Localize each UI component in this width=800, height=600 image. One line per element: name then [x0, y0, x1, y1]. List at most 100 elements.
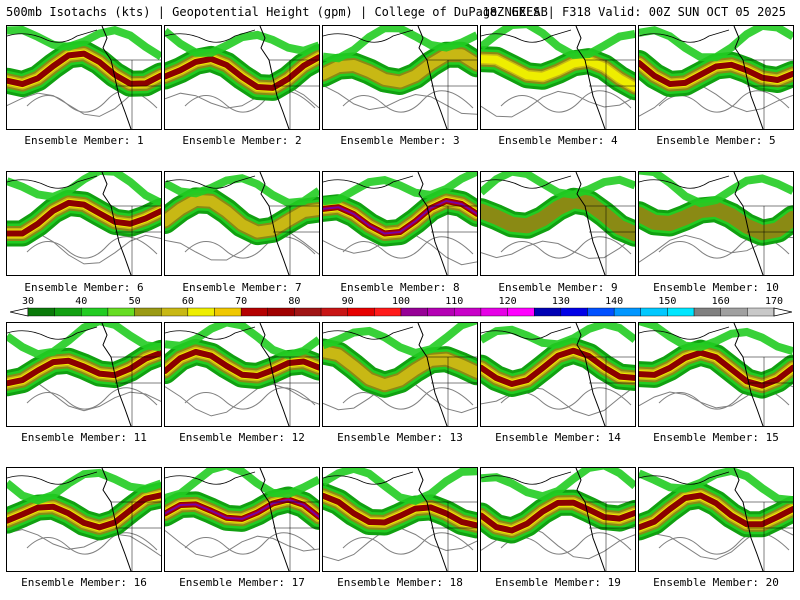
coastline: [101, 468, 132, 571]
ensemble-member-label: Ensemble Member: 11: [21, 431, 147, 444]
ensemble-member-label: Ensemble Member: 8: [340, 281, 460, 294]
colorbar-swatch: [747, 307, 775, 317]
ensemble-member-map: [164, 322, 320, 427]
isotach-colorbar: [10, 307, 792, 317]
height-contour: [342, 90, 474, 113]
state-border: [589, 357, 635, 426]
ensemble-member-label: Ensemble Member: 16: [21, 576, 147, 589]
coastline: [481, 471, 572, 485]
height-contour: [500, 236, 632, 259]
isotach-band: [7, 172, 161, 207]
member-map-canvas: [7, 468, 161, 571]
member-map-canvas: [165, 26, 319, 129]
colorbar-swatch: [161, 307, 189, 317]
header-title: 500mb Isotachs (kts) | Geopotential Heig…: [6, 5, 548, 19]
member-map-canvas: [639, 172, 793, 275]
height-contour: [26, 532, 158, 555]
colorbar-tick-label: 70: [235, 296, 248, 307]
colorbar-tick-label: 140: [605, 296, 624, 307]
colorbar-swatch: [294, 307, 322, 317]
colorbar-tick-label: 160: [711, 296, 730, 307]
coastline: [417, 172, 448, 275]
coastline: [101, 172, 132, 275]
ensemble-member-map: [638, 467, 794, 572]
height-contour: [481, 235, 635, 259]
coastline: [7, 471, 98, 485]
coastline: [101, 323, 132, 426]
colorbar-tick-label: 80: [288, 296, 301, 307]
colorbar-swatch: [81, 307, 109, 317]
map-header: 500mb Isotachs (kts) | Geopotential Heig…: [0, 2, 800, 22]
coastline: [259, 468, 290, 571]
coastline: [165, 29, 256, 43]
ensemble-member-label: Ensemble Member: 10: [653, 281, 779, 294]
colorbar-tick-label: 100: [391, 296, 411, 307]
height-contour: [639, 84, 793, 117]
ensemble-member-label: Ensemble Member: 19: [495, 576, 621, 589]
height-contour: [323, 84, 477, 115]
isotach-band: [165, 348, 319, 379]
ensemble-member-map: [322, 171, 478, 276]
ensemble-member-map: [6, 322, 162, 427]
colorbar-swatch: [240, 307, 268, 317]
isotach-band: [165, 174, 319, 207]
coastline: [101, 26, 132, 129]
colorbar-tick-label: 60: [181, 296, 194, 307]
height-contour: [165, 229, 319, 261]
member-map-canvas: [639, 26, 793, 129]
colorbar-swatch: [320, 307, 348, 317]
colorbar-arrow-right: [773, 307, 792, 317]
isotach-band: [323, 345, 477, 391]
ensemble-member-map: [480, 171, 636, 276]
isotach-band: [639, 492, 793, 531]
ensemble-member-label: Ensemble Member: 20: [653, 576, 779, 589]
coastline: [575, 26, 606, 129]
ensemble-member-label: Ensemble Member: 4: [498, 134, 618, 147]
colorbar-swatch: [374, 307, 402, 317]
isotach-band: [7, 349, 161, 387]
isotach-band: [323, 26, 477, 63]
ensemble-member-label: Ensemble Member: 12: [179, 431, 305, 444]
coastline: [417, 468, 448, 571]
isotach-band: [639, 172, 793, 208]
member-map-canvas: [323, 26, 477, 129]
colorbar-tick-label: 40: [75, 296, 88, 307]
ensemble-member-map: [638, 25, 794, 130]
colorbar-swatch: [560, 307, 588, 317]
colorbar-swatch: [400, 307, 428, 317]
ensemble-member-label: Ensemble Member: 6: [24, 281, 144, 294]
colorbar-swatch: [640, 307, 668, 317]
coastline: [733, 26, 764, 129]
colorbar-tick-label: 50: [128, 296, 141, 307]
ensemble-member-map: [480, 322, 636, 427]
height-contour: [7, 528, 161, 557]
member-map-canvas: [7, 26, 161, 129]
colorbar-swatch: [107, 307, 135, 317]
coastline: [323, 29, 414, 43]
state-border: [747, 60, 793, 129]
colorbar-swatch: [534, 307, 562, 317]
isotach-band: [7, 50, 161, 88]
coastline: [481, 175, 572, 189]
colorbar-arrow-left: [10, 307, 29, 317]
height-contour: [658, 532, 790, 555]
height-contour: [184, 532, 316, 555]
isotach-band: [481, 347, 635, 387]
state-border: [273, 357, 319, 426]
ensemble-member-map: [164, 25, 320, 130]
state-border: [589, 206, 635, 275]
ensemble-member-map: [6, 467, 162, 572]
coastline: [7, 29, 98, 43]
isotach-band: [481, 499, 635, 534]
isotach-band: [481, 468, 635, 501]
height-contour: [342, 236, 474, 259]
colorbar-swatch: [134, 307, 162, 317]
height-contour: [481, 90, 635, 118]
ensemble-member-label: Ensemble Member: 17: [179, 576, 305, 589]
coastline: [575, 323, 606, 426]
coastline: [481, 29, 572, 43]
colorbar-swatch: [214, 307, 242, 317]
coastline: [7, 175, 98, 189]
isotach-band: [323, 200, 477, 235]
colorbar-swatch: [187, 307, 215, 317]
